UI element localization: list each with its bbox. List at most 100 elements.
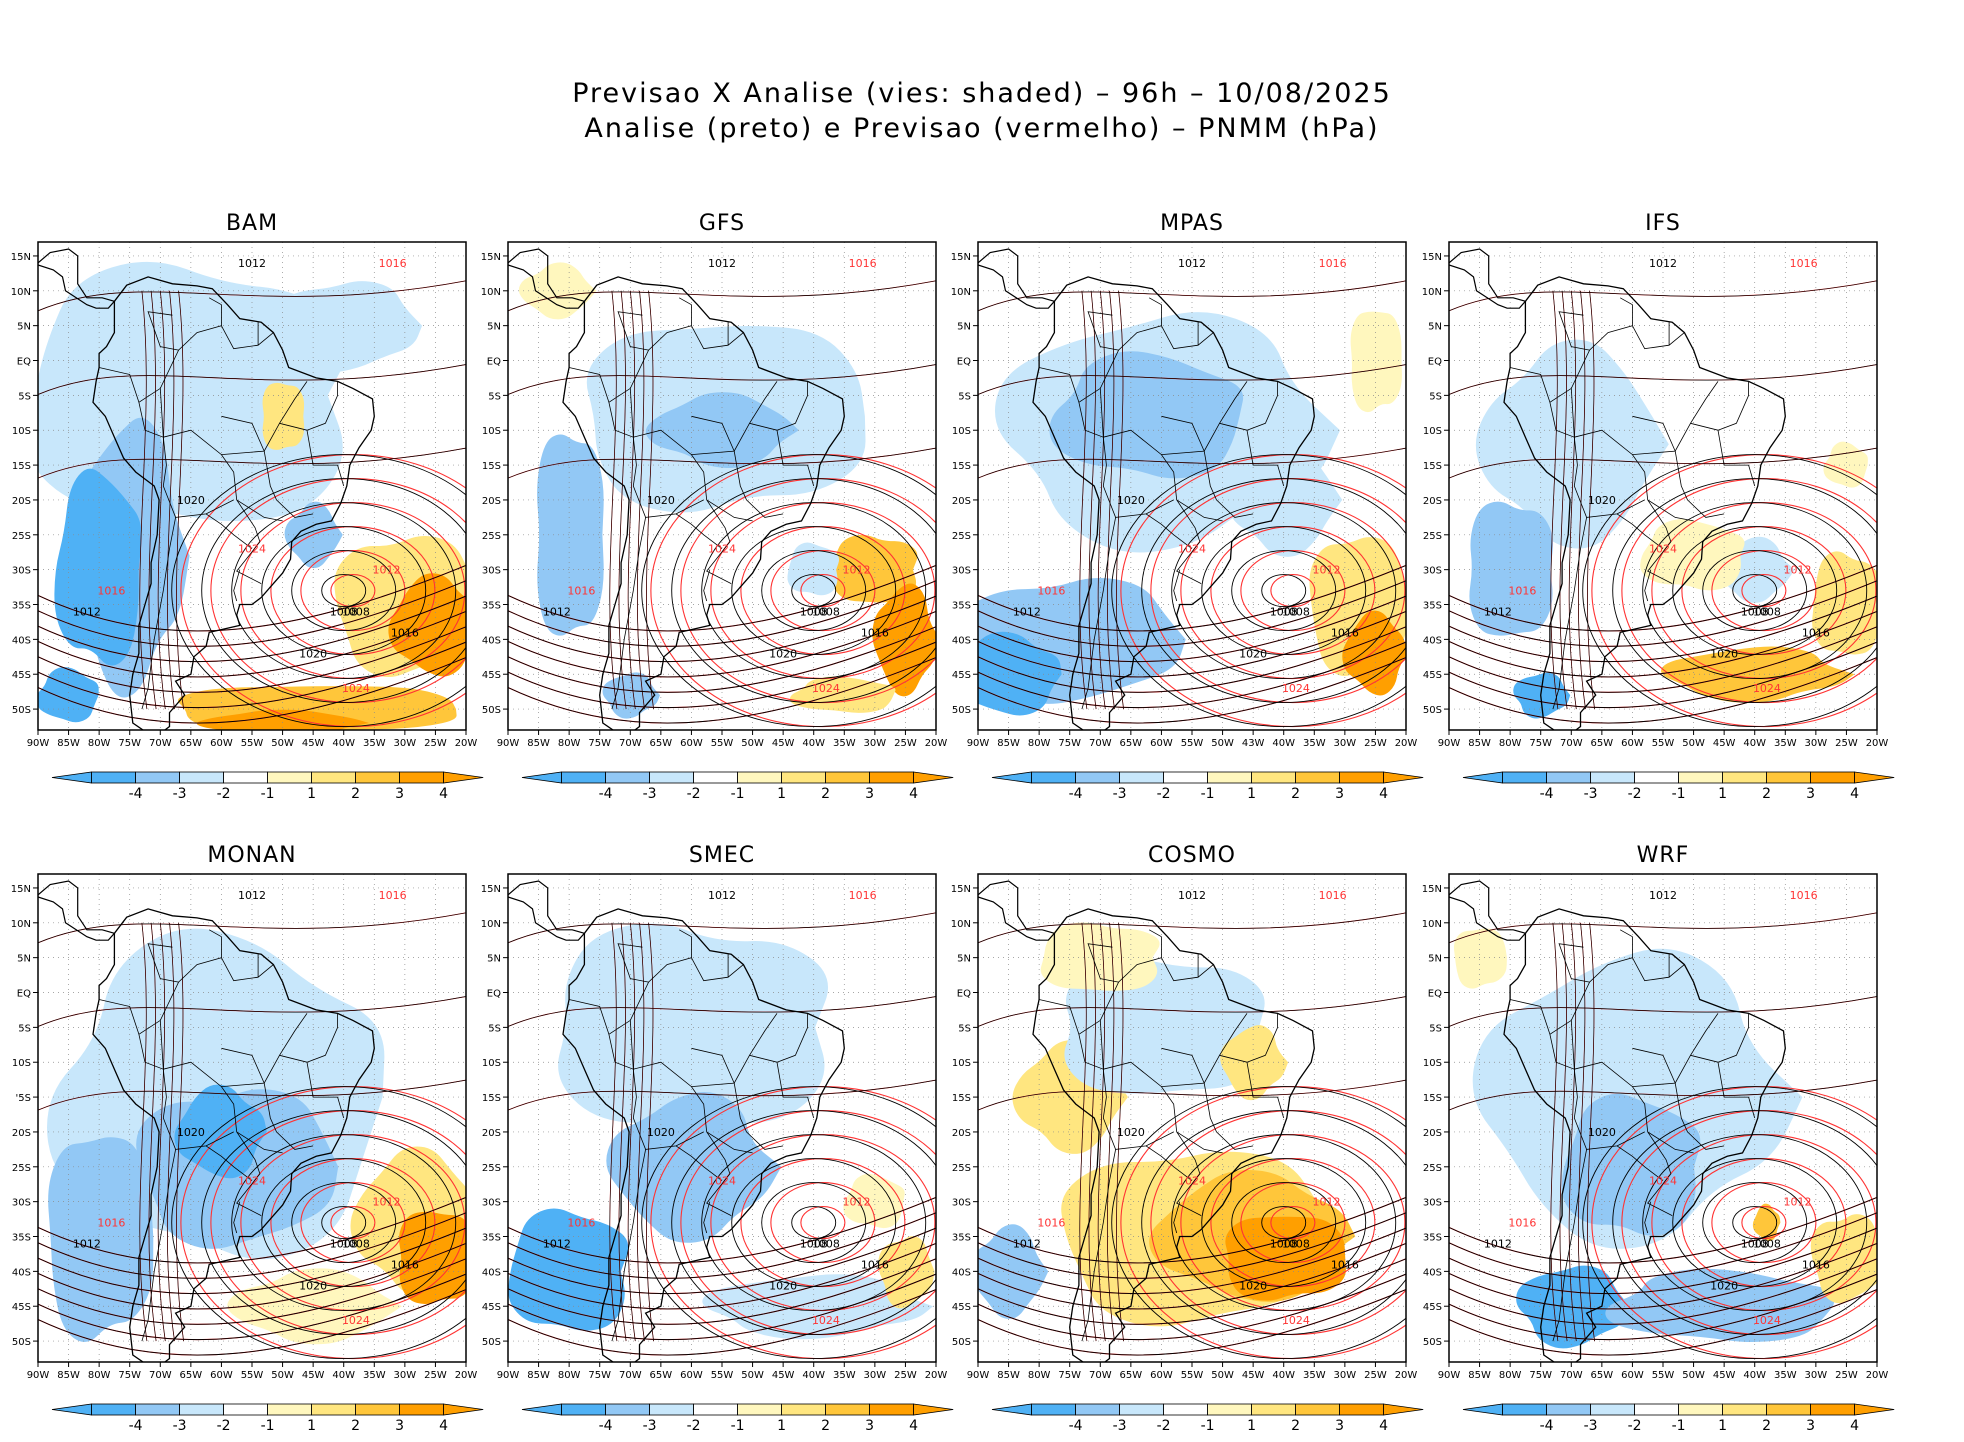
lat-tick-label: 10N	[951, 919, 971, 930]
bias-shade	[832, 534, 918, 603]
map-area: 1012 1016 1020 1024 1012 1016 1020 1024 1008 1012…	[38, 242, 466, 730]
isobar-label: 1012	[708, 257, 736, 270]
analysis-isobar	[1582, 454, 1877, 727]
colorbar-segment	[1722, 1403, 1768, 1416]
analysis-isobar	[1141, 1110, 1406, 1335]
colorbar-segment	[1810, 1403, 1856, 1416]
analysis-isobar	[1702, 550, 1808, 632]
lat-tick-label: 15S	[482, 461, 501, 472]
lon-tick-label: 30W	[1334, 1370, 1357, 1381]
country-border	[306, 1013, 338, 1063]
country-border	[1081, 1149, 1116, 1342]
analysis-isobar	[38, 1196, 466, 1264]
bias-shade	[388, 573, 466, 677]
lat-tick-label: 15S	[952, 461, 971, 472]
colorbar-arrow-right	[1854, 771, 1895, 784]
colorbar-arrow-right	[913, 1403, 954, 1416]
lon-tick-label: 70W	[1560, 1370, 1583, 1381]
country-border	[162, 437, 234, 518]
colorbar-segment	[1339, 771, 1385, 784]
lat-tick-label: 40S	[482, 635, 501, 646]
country-border	[1674, 1083, 1725, 1150]
lat-tick-label: 5N	[487, 322, 501, 333]
lon-tick-label: 60W	[1621, 1370, 1644, 1381]
analysis-isobar	[508, 595, 936, 663]
lat-tick-label: 30S	[482, 566, 501, 577]
country-border	[1246, 1062, 1285, 1119]
lat-tick-label: 10S	[482, 1058, 501, 1069]
colorbar-segment	[1678, 771, 1724, 784]
lat-tick-label: 15S	[952, 1093, 971, 1104]
bias-shade	[787, 542, 840, 596]
lon-tick-label: 75W	[1058, 738, 1081, 749]
lat-tick-label: 10N	[481, 287, 501, 298]
bias-shade	[606, 1092, 782, 1243]
colorbar-segment	[781, 1403, 827, 1416]
colorbar-label: 3	[395, 786, 404, 802]
bias-shade	[1049, 351, 1244, 479]
colorbar: -4 -3 -2 -1 1 2 3 4	[1462, 1403, 1895, 1434]
south-america-coastline	[1503, 908, 1786, 1362]
colorbar-label: 2	[351, 786, 360, 802]
analysis-isobar	[1449, 1289, 1877, 1356]
forecast-isobar	[330, 574, 376, 608]
analysis-isobar	[1449, 996, 1877, 1027]
lon-tick-label: 45W	[1713, 1370, 1736, 1381]
country-border	[163, 1061, 262, 1216]
lon-tick-label: 75W	[1529, 738, 1552, 749]
lon-tick-label: 25W	[1835, 738, 1858, 749]
colorbar-label: -1	[1201, 786, 1215, 802]
colorbar-segment	[91, 1403, 136, 1416]
analysis-isobar	[38, 280, 466, 312]
isobar-label: 1016	[379, 889, 407, 902]
lon-tick-label: 25W	[1835, 1370, 1858, 1381]
lon-tick-label: 90W	[497, 738, 520, 749]
isobar-label: 1012	[1313, 1196, 1341, 1209]
country-border	[1145, 1145, 1193, 1182]
analysis-isobar	[1449, 1196, 1877, 1264]
country-border	[675, 1145, 723, 1182]
lat-tick-label: 15S	[482, 1093, 501, 1104]
lon-tick-label: 90W	[27, 738, 50, 749]
country-border	[306, 381, 338, 431]
lon-tick-label: 55W	[711, 1370, 734, 1381]
lon-tick-label: 45W	[772, 738, 795, 749]
analysis-isobar	[1088, 290, 1097, 710]
bias-shade	[537, 434, 604, 636]
panel-title: BAM	[226, 211, 278, 236]
central-america-coastline	[1449, 880, 1527, 941]
analysis-isobar	[1449, 912, 1877, 944]
lat-tick-label: 35S	[482, 601, 501, 612]
colorbar-segment	[1590, 1403, 1636, 1416]
country-border	[569, 999, 610, 1035]
low-center-label: 1008	[1753, 1237, 1781, 1250]
analysis-isobar	[508, 280, 936, 312]
lat-tick-label: 10N	[481, 919, 501, 930]
country-border	[279, 1054, 308, 1063]
colorbar-segment	[1251, 1403, 1297, 1416]
isobar-label: 1008	[330, 605, 358, 618]
analysis-isobar	[1550, 922, 1559, 1342]
analysis-isobar	[646, 922, 654, 1342]
figure-title-line2: Analise (preto) e Previsao (vermelho) – …	[584, 113, 1380, 144]
colorbar-label: -4	[599, 1418, 613, 1434]
colorbar-segment	[605, 1403, 650, 1416]
lon-tick-label: 50W	[271, 1370, 294, 1381]
lon-tick-label: 70W	[619, 738, 642, 749]
analysis-isobar	[1088, 922, 1097, 1342]
colorbar-segment	[1295, 1403, 1341, 1416]
isobar-label: 1012	[1649, 889, 1677, 902]
lat-tick-label: 50S	[12, 705, 31, 716]
colorbar-segment	[1590, 771, 1636, 784]
map-panel-smec: SMEC 1012 1016 1020 1024 1012 1016 1020 1024 1008…	[481, 843, 954, 1434]
lon-tick-label: 40W	[1743, 738, 1766, 749]
isobar-label: 1020	[1117, 494, 1145, 507]
country-border	[1647, 499, 1694, 522]
map-area: 1012 1016 1020 1024 1012 1016 1020 1024 1008 1012…	[1449, 874, 1877, 1362]
analysis-isobar	[637, 922, 645, 1342]
colorbar-segment	[267, 771, 313, 784]
country-border	[163, 429, 262, 584]
isobar-label: 1008	[1741, 605, 1769, 618]
analysis-isobar	[508, 364, 936, 395]
colorbar-segment	[1031, 771, 1076, 784]
